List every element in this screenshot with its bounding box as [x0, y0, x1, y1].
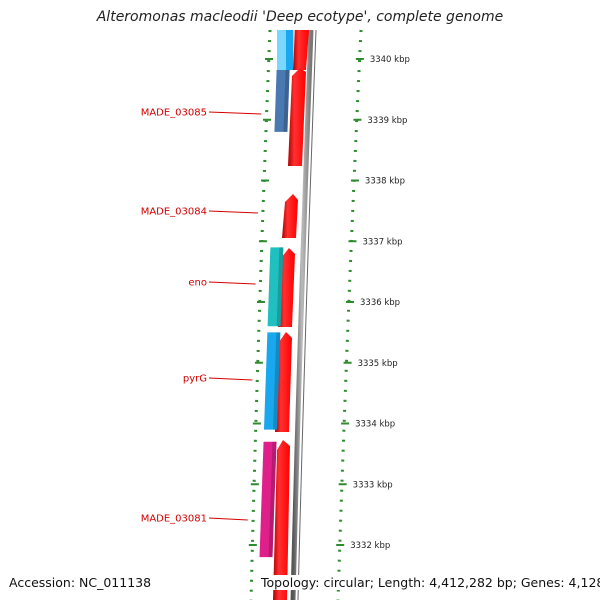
- tick-label: 3339 kbp: [367, 116, 407, 126]
- cog-block-shade: [272, 332, 281, 430]
- topology-label: Topology: circular; Length: 4,412,282 bp…: [261, 575, 600, 590]
- tick-label: 3337 kbp: [362, 237, 402, 247]
- map-title: Alteromonas macleodii 'Deep ecotype', co…: [96, 9, 504, 25]
- gene-label-line: [208, 111, 262, 115]
- tick-label: 3333 kbp: [353, 480, 393, 490]
- kbp-ticks: 3340 kbp 3339 kbp 3338 kbp 3337 kbp 3336 kbp…: [248, 55, 410, 551]
- backbone-ring: [290, 29, 314, 600]
- cds-arrow: [282, 194, 298, 238]
- outer-dotted-track: [336, 29, 363, 600]
- gene-label: MADE_03084: [141, 207, 207, 218]
- gene-label: pyrG: [183, 374, 207, 385]
- tick-label: 3332 kbp: [350, 541, 390, 551]
- gene-label-line: [208, 281, 256, 285]
- tick-label: 3334 kbp: [355, 420, 395, 430]
- gene-label-line: [208, 517, 248, 521]
- cds-arrow: [293, 30, 309, 70]
- gene-label-line: [208, 377, 253, 381]
- cds-arrow: [288, 68, 306, 166]
- cog-gene-block: [267, 247, 284, 327]
- tick-label: 3338 kbp: [365, 177, 405, 187]
- gene-label: eno: [188, 278, 207, 289]
- accession-label: Accession: NC_011138: [9, 575, 152, 590]
- cog-block-shade: [276, 247, 284, 327]
- cog-gene-block: [259, 441, 277, 558]
- gene-label: MADE_03085: [141, 108, 207, 119]
- tick-label: 3336 kbp: [360, 298, 400, 308]
- inner-dotted-track: [249, 29, 272, 600]
- gene-label-line: [208, 210, 258, 214]
- tick-label: 3340 kbp: [370, 55, 410, 65]
- cog-blocks: [259, 70, 290, 558]
- backbone-outline: [297, 29, 317, 600]
- cog-block-shade: [283, 70, 290, 132]
- cds-arrow: [273, 440, 290, 600]
- cog-block-shade: [268, 441, 277, 558]
- cog-gene-block: [274, 70, 290, 132]
- cog-gene-block: [263, 332, 281, 430]
- tick-label: 3335 kbp: [358, 359, 398, 369]
- gene-label: MADE_03081: [141, 514, 207, 525]
